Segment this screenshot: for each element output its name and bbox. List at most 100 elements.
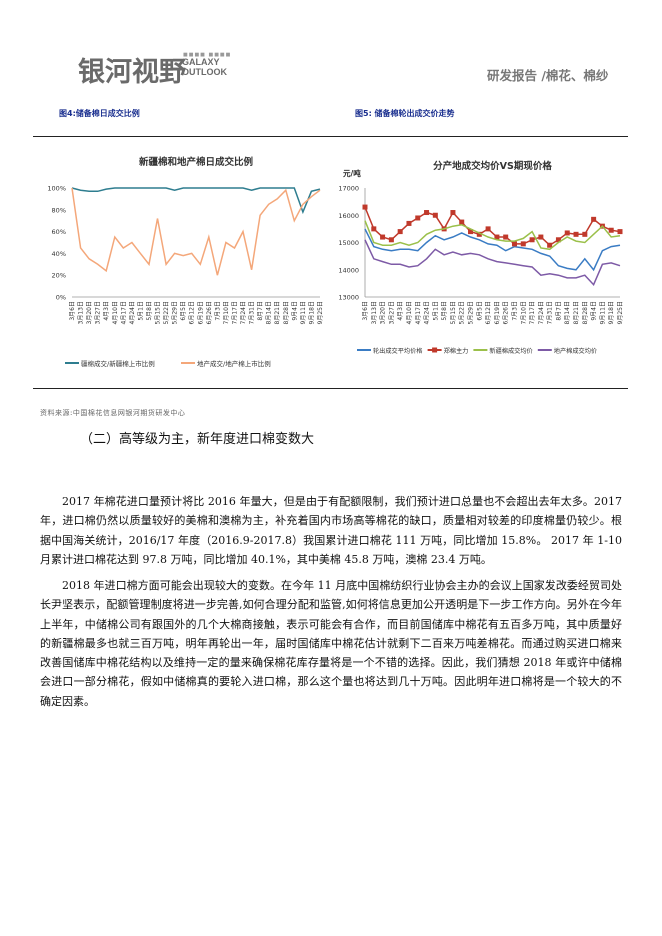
- source-note: 资料来源:中国棉花信息网银河期货研发中心: [40, 409, 186, 417]
- x-tick-label: 6月19日: [197, 301, 204, 324]
- x-tick-label: 4月17日: [415, 301, 422, 324]
- x-tick-label: 3月13日: [371, 301, 378, 324]
- section-heading: （二）高等级为主，新年度进口棉变数大: [80, 432, 315, 447]
- x-tick-label: 9月18日: [308, 301, 315, 324]
- data-point-marker: [406, 220, 412, 226]
- y-axis-label: 元/吨: [343, 168, 361, 178]
- x-tick-label: 3月6日: [362, 301, 369, 321]
- y-tick-label: 15000: [338, 239, 359, 247]
- x-tick-label: 8月21日: [573, 301, 580, 324]
- x-tick-label: 4月17日: [120, 301, 127, 324]
- series-line-3: [364, 239, 621, 287]
- data-point-marker: [476, 231, 482, 237]
- data-point-marker: [362, 204, 368, 210]
- top-divider: [33, 136, 628, 137]
- x-tick-label: 4月24日: [129, 301, 136, 324]
- legend-label-0: 疆棉成交/新疆棉上市比例: [81, 359, 155, 368]
- legend-marker: [432, 347, 438, 353]
- x-tick-label: 7月24日: [538, 301, 545, 324]
- data-point-marker: [415, 215, 421, 221]
- report-title: 研发报告 /棉花、棉纱: [487, 68, 609, 83]
- x-tick-label: 5月29日: [172, 301, 179, 324]
- x-tick-label: 3月20日: [380, 301, 387, 324]
- x-tick-label: 5月29日: [468, 301, 475, 324]
- data-point-marker: [591, 216, 597, 222]
- x-tick-label: 5月1日: [137, 301, 144, 321]
- data-point-marker: [608, 227, 614, 233]
- x-tick-label: 9月25日: [317, 301, 324, 324]
- y-tick-label: 16000: [338, 212, 359, 220]
- x-tick-label: 5月1日: [432, 301, 439, 321]
- series-line-0: [71, 187, 321, 215]
- x-tick-label: 4月3日: [397, 301, 404, 321]
- x-tick-label: 8月21日: [274, 301, 281, 324]
- data-point-marker: [529, 237, 535, 243]
- x-tick-label: 9月4日: [591, 301, 598, 321]
- x-tick-label: 7月17日: [529, 301, 536, 324]
- x-tick-label: 6月26日: [503, 301, 510, 324]
- data-point-marker: [617, 229, 623, 235]
- data-point-marker: [468, 229, 474, 235]
- data-point-marker: [459, 219, 465, 225]
- x-tick-label: 3月20日: [86, 301, 93, 324]
- x-tick-label: 9月11日: [300, 301, 307, 324]
- logo-en-line2: OUTLOOK: [182, 67, 227, 77]
- data-point-marker: [380, 234, 386, 240]
- x-tick-label: 5月8日: [441, 301, 448, 321]
- x-tick-label: 6月26日: [206, 301, 213, 324]
- x-tick-label: 5月22日: [163, 301, 170, 324]
- legend-label-1: 地产成交/地产棉上市比例: [197, 359, 271, 368]
- data-point-marker: [547, 242, 553, 248]
- y-tick-label: 14000: [338, 266, 359, 274]
- x-tick-label: 7月24日: [240, 301, 247, 324]
- x-tick-label: 7月10日: [223, 301, 230, 324]
- x-tick-label: 6月19日: [494, 301, 501, 324]
- x-tick-label: 9月18日: [608, 301, 615, 324]
- x-tick-label: 8月14日: [564, 301, 571, 324]
- x-tick-label: 7月17日: [231, 301, 238, 324]
- figure-4-caption: 图4:储备棉日成交比例: [59, 109, 140, 118]
- y-tick-label: 60%: [52, 228, 66, 236]
- x-tick-label: 6月12日: [189, 301, 196, 324]
- y-tick-label: 17000: [338, 185, 359, 193]
- y-tick-label: 0%: [56, 294, 66, 302]
- data-point-marker: [397, 229, 403, 235]
- legend-label-3: 地产棉成交均价: [554, 347, 597, 355]
- x-tick-label: 5月15日: [155, 301, 162, 324]
- x-tick-label: 8月28日: [283, 301, 290, 324]
- paragraph-1: 2017 年棉花进口量预计将比 2016 年量大，但是由于有配额限制，我们预计进…: [40, 495, 622, 566]
- data-point-marker: [485, 226, 491, 232]
- x-tick-label: 5月22日: [459, 301, 466, 324]
- x-tick-label: 9月4日: [291, 301, 298, 321]
- x-tick-label: 8月7日: [555, 301, 562, 321]
- logo-chinese: 银河视野: [78, 57, 186, 88]
- x-tick-label: 3月6日: [69, 301, 76, 321]
- paragraph-2: 2018 年进口棉方面可能会出现较大的变数。在今年 11 月底中国棉纺织行业协会…: [40, 579, 622, 708]
- data-point-marker: [424, 210, 430, 216]
- x-tick-label: 6月5日: [476, 301, 483, 321]
- x-tick-label: 6月5日: [180, 301, 187, 321]
- x-tick-label: 4月10日: [406, 301, 413, 324]
- y-tick-label: 40%: [52, 250, 66, 258]
- x-tick-label: 9月25日: [617, 301, 624, 324]
- data-point-marker: [520, 241, 526, 247]
- data-point-marker: [564, 230, 570, 236]
- x-tick-label: 7月10日: [520, 301, 527, 324]
- y-tick-label: 20%: [52, 272, 66, 280]
- data-point-marker: [371, 226, 377, 232]
- x-tick-label: 8月14日: [266, 301, 273, 324]
- x-tick-label: 8月7日: [257, 301, 264, 321]
- data-point-marker: [432, 212, 438, 218]
- data-point-marker: [388, 237, 394, 243]
- x-tick-label: 5月15日: [450, 301, 457, 324]
- x-tick-label: 3月13日: [78, 301, 85, 324]
- figure-5-caption: 图5: 储备棉轮出成交价走势: [355, 109, 455, 118]
- series-line-1: [364, 206, 621, 247]
- data-point-marker: [555, 237, 561, 243]
- series-line-2: [364, 220, 621, 251]
- legend-label-1: 郑棉主力: [444, 347, 469, 355]
- x-tick-label: 7月31日: [249, 301, 256, 324]
- x-tick-label: 3月27日: [388, 301, 395, 324]
- data-point-marker: [573, 231, 579, 237]
- legend-label-2: 新疆棉成交均价: [489, 347, 532, 355]
